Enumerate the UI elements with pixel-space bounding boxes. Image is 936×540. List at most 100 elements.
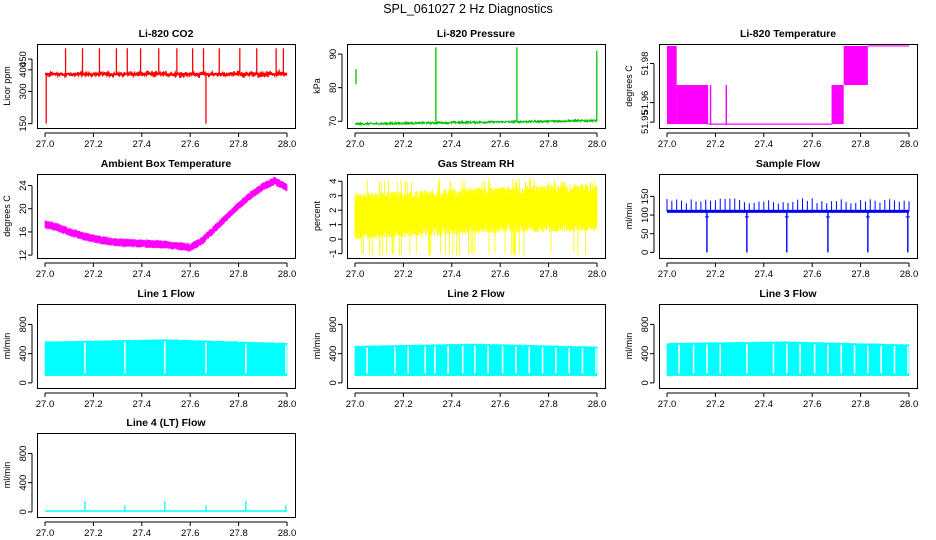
y-tick-label: 16 xyxy=(18,227,29,238)
y-tick-label: -1 xyxy=(328,249,339,257)
x-tick-label: 27.2 xyxy=(84,139,103,150)
chart-sample-flow: Sample Flow 27.0 27.2 27.4 27.6 27.8 28.0 0 50 10… xyxy=(624,158,918,280)
y-tick-label: 0 xyxy=(18,509,29,514)
y-axis-label: kPa xyxy=(312,78,322,94)
x-tick-label: 27.0 xyxy=(658,139,677,150)
x-tick-label: 27.8 xyxy=(539,399,558,410)
plot-frame xyxy=(659,174,918,259)
chart-title: Li-820 CO2 xyxy=(139,28,194,40)
y-tick-label: 80 xyxy=(328,82,339,93)
y-axis-label: ml/min xyxy=(624,203,634,230)
y-tick-label: 0 xyxy=(328,237,339,242)
series-group xyxy=(45,500,287,512)
series-line xyxy=(44,68,288,79)
plot-frame xyxy=(37,433,296,518)
y-tick-label: 0 xyxy=(328,380,339,385)
plot-frame xyxy=(37,174,296,259)
x-tick-label: 27.0 xyxy=(658,399,677,410)
x-tick-label: 27.6 xyxy=(181,399,200,410)
y-tick-label: 51.96 xyxy=(640,91,651,115)
x-tick-label: 28.0 xyxy=(900,269,919,280)
x-tick-label: 28.0 xyxy=(588,269,607,280)
chart-title: Gas Stream RH xyxy=(438,158,514,170)
y-tick-label: 100 xyxy=(640,207,651,223)
x-tick-label: 27.8 xyxy=(229,528,248,539)
series-line xyxy=(354,117,598,127)
series-band xyxy=(44,176,288,253)
y-tick-label: 0 xyxy=(18,380,29,385)
x-tick-label: 27.4 xyxy=(755,269,774,280)
series-group xyxy=(354,47,598,127)
y-tick-label: 400 xyxy=(18,346,29,362)
x-tick-label: 27.2 xyxy=(84,399,103,410)
chart-title: Li-820 Temperature xyxy=(740,28,836,40)
y-tick-label: 50 xyxy=(640,228,651,239)
series-band xyxy=(354,343,598,376)
x-tick-label: 27.4 xyxy=(755,139,774,150)
x-tick-label: 27.0 xyxy=(346,139,365,150)
x-tick-label: 27.4 xyxy=(133,528,152,539)
y-tick-label: 2 xyxy=(328,208,339,213)
plot-frame xyxy=(659,44,918,129)
y-tick-label: 90 xyxy=(328,49,339,60)
y-tick-label: 3 xyxy=(328,193,339,198)
x-tick-label: 28.0 xyxy=(588,139,607,150)
series-band xyxy=(667,45,677,125)
x-tick-label: 27.6 xyxy=(181,528,200,539)
x-tick-label: 27.2 xyxy=(706,399,725,410)
x-tick-label: 28.0 xyxy=(588,399,607,410)
x-tick-label: 27.8 xyxy=(229,399,248,410)
chart-title: Line 2 Flow xyxy=(447,288,505,300)
x-tick-label: 27.2 xyxy=(706,269,725,280)
y-tick-label: 400 xyxy=(18,62,29,78)
chart-gas-stream-rh: Gas Stream RH 27.0 27.2 27.4 27.6 27.8 28.0 -1 0… xyxy=(312,158,606,280)
plot-frame xyxy=(37,304,296,389)
series-group xyxy=(44,48,288,124)
series-group xyxy=(44,176,288,253)
y-tick-label: 400 xyxy=(328,346,339,362)
x-tick-label: 27.4 xyxy=(133,269,152,280)
chart-title: Li-820 Pressure xyxy=(437,28,515,40)
chart-li820-temperature: Li-820 Temperature 27.0 27.2 27.4 27.6 27.8 28… xyxy=(624,28,918,150)
y-tick-label: 0 xyxy=(640,380,651,385)
x-tick-label: 27.2 xyxy=(84,269,103,280)
chart-title: Line 1 Flow xyxy=(137,288,195,300)
y-axis-label: ml/min xyxy=(2,462,12,489)
chart-line3-flow: Line 3 Flow 27.0 27.2 27.4 27.6 27.8 28.0 0 400 8… xyxy=(624,288,918,410)
x-tick-label: 27.0 xyxy=(658,269,677,280)
y-tick-label: 400 xyxy=(18,475,29,491)
series-group xyxy=(354,343,598,376)
x-tick-label: 27.6 xyxy=(491,269,510,280)
chart-line4-flow: Line 4 (LT) Flow 27.0 27.2 27.4 27.6 27.8 28.0… xyxy=(2,417,296,539)
series-band xyxy=(843,45,868,86)
y-tick-label: 51.98 xyxy=(640,52,651,76)
chart-title: Line 3 Flow xyxy=(759,288,817,300)
chart-title: Line 4 (LT) Flow xyxy=(126,417,206,429)
x-tick-label: 27.8 xyxy=(851,269,870,280)
chart-line1-flow: Line 1 Flow 27.0 27.2 27.4 27.6 27.8 28.0 0 400 8… xyxy=(2,288,296,410)
x-tick-label: 27.6 xyxy=(181,269,200,280)
y-axis-label: ml/min xyxy=(624,333,634,360)
x-tick-label: 27.0 xyxy=(36,528,55,539)
plot-frame xyxy=(659,304,918,389)
chart-li820-pressure: Li-820 Pressure 27.0 27.2 27.4 27.6 27.8 28.0 7… xyxy=(312,28,606,150)
y-axis-label: degrees C xyxy=(624,65,634,107)
x-tick-label: 27.0 xyxy=(36,269,55,280)
series-group xyxy=(354,178,598,257)
y-tick-label: 24 xyxy=(18,180,29,191)
y-tick-label: 300 xyxy=(18,83,29,99)
y-tick-label: 51.95 xyxy=(640,110,651,134)
x-tick-label: 27.4 xyxy=(443,139,462,150)
x-tick-label: 27.8 xyxy=(539,139,558,150)
y-axis-label: Licor ppm xyxy=(2,66,12,106)
y-tick-label: 800 xyxy=(18,317,29,333)
series-group xyxy=(666,341,910,376)
x-tick-label: 28.0 xyxy=(900,139,919,150)
x-tick-label: 28.0 xyxy=(278,528,297,539)
series-group xyxy=(667,45,909,125)
x-tick-label: 27.8 xyxy=(229,269,248,280)
series-group xyxy=(666,198,910,253)
y-tick-label: 150 xyxy=(640,188,651,204)
y-tick-label: 0 xyxy=(640,250,651,255)
x-tick-label: 27.0 xyxy=(346,399,365,410)
